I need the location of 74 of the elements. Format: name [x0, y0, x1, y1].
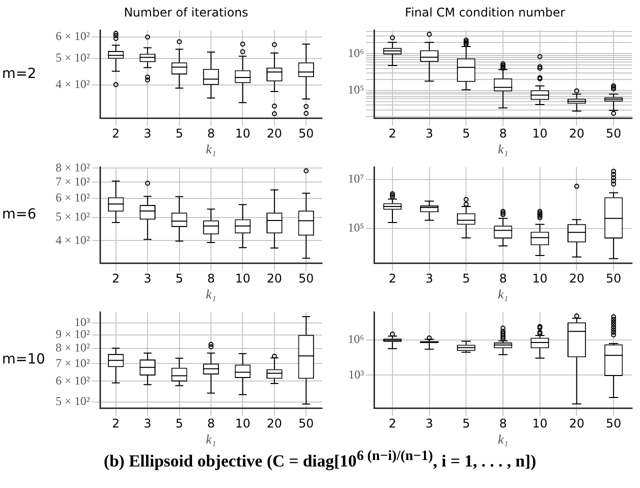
x-tick-label: 8 [207, 271, 215, 286]
x-tick-label: 8 [499, 271, 507, 286]
x-tick-label: 10 [532, 126, 548, 140]
x-tick-label: 5 [462, 416, 470, 430]
y-tick-label: 10⁶ [348, 46, 364, 60]
y-axis-title: m=10 [2, 352, 46, 368]
y-tick-label: 5 × 10² [56, 394, 90, 408]
x-axis-title: k₁ [498, 432, 508, 447]
y-tick-label: 10⁵ [348, 82, 364, 97]
x-tick-label: 2 [112, 416, 120, 430]
y-tick-label: 10³ [348, 367, 364, 382]
x-tick-label: 3 [425, 271, 434, 286]
x-tick-label: 2 [388, 271, 396, 286]
x-tick-label: 20 [266, 416, 282, 430]
x-tick-label: 8 [207, 416, 215, 430]
x-tick-label: 3 [144, 126, 152, 140]
y-axis-title: m=6 [2, 206, 36, 223]
y-tick-label: 9 × 10² [56, 327, 90, 342]
y-tick-label: 6 × 10² [56, 373, 90, 388]
x-tick-label: 20 [569, 126, 584, 140]
x-axis-title: k₁ [206, 142, 216, 157]
x-tick-label: 3 [425, 416, 434, 430]
x-tick-label: 10 [532, 271, 548, 286]
x-tick-label: 20 [569, 271, 584, 286]
chart-title: Final CM condition number [404, 5, 566, 20]
x-tick-label: 50 [298, 416, 314, 430]
y-axis-title: m=2 [2, 66, 36, 82]
x-tick-label: 8 [499, 126, 507, 140]
x-axis-title: k₁ [498, 142, 508, 157]
x-tick-label: 50 [298, 126, 314, 140]
x-tick-label: 10 [235, 126, 250, 140]
y-tick-label: 7 × 10² [56, 174, 90, 188]
x-tick-label: 3 [425, 126, 434, 140]
x-tick-label: 3 [144, 271, 152, 286]
x-tick-label: 5 [462, 271, 470, 286]
x-tick-label: 8 [499, 416, 507, 430]
x-tick-label: 2 [112, 271, 120, 286]
y-tick-label: 6 × 10² [56, 29, 90, 44]
x-axis-title: k₁ [206, 432, 216, 447]
y-tick-label: 5 × 10² [56, 50, 90, 65]
x-tick-label: 2 [112, 126, 120, 140]
y-tick-label: 10⁵ [348, 220, 364, 235]
text: (b) Ellipsoid objective (C = diag[10$^{6 (n−i)/(n−1)}$, i = 1, . . . , n]) [102, 448, 538, 472]
x-tick-label: 50 [606, 416, 622, 430]
x-tick-label: 8 [207, 126, 215, 140]
y-tick-label: 10⁷ [348, 171, 364, 186]
x-tick-label: 50 [606, 126, 622, 140]
x-tick-label: 5 [175, 126, 184, 140]
y-tick-label: 4 × 10² [56, 77, 90, 92]
x-tick-label: 2 [388, 416, 396, 430]
y-tick-label: 8 × 10² [56, 160, 90, 174]
y-tick-label: 10³ [74, 315, 90, 330]
y-tick-label: 8 × 10² [56, 340, 90, 355]
y-tick-label: 6 × 10² [56, 190, 90, 204]
x-tick-label: 10 [235, 271, 250, 286]
x-tick-label: 5 [175, 416, 184, 430]
x-tick-label: 50 [298, 271, 314, 286]
x-tick-label: 20 [569, 416, 584, 430]
x-tick-label: 5 [462, 126, 470, 140]
x-tick-label: 50 [606, 271, 622, 286]
x-tick-label: 2 [388, 126, 396, 140]
x-tick-label: 10 [532, 416, 548, 430]
x-axis-title: k₁ [498, 286, 508, 302]
x-tick-label: 10 [235, 416, 250, 430]
y-tick-label: 10⁶ [348, 332, 364, 346]
y-tick-label: 4 × 10² [56, 232, 90, 247]
x-tick-label: 20 [266, 126, 282, 140]
y-tick-label: 5 × 10² [56, 210, 90, 224]
x-tick-label: 3 [144, 416, 152, 430]
chart-title: Number of iterations [124, 5, 248, 20]
x-axis-title: k₁ [206, 286, 216, 302]
x-tick-label: 5 [175, 271, 184, 286]
x-tick-label: 20 [266, 271, 282, 286]
y-tick-label: 7 × 10² [56, 356, 90, 370]
